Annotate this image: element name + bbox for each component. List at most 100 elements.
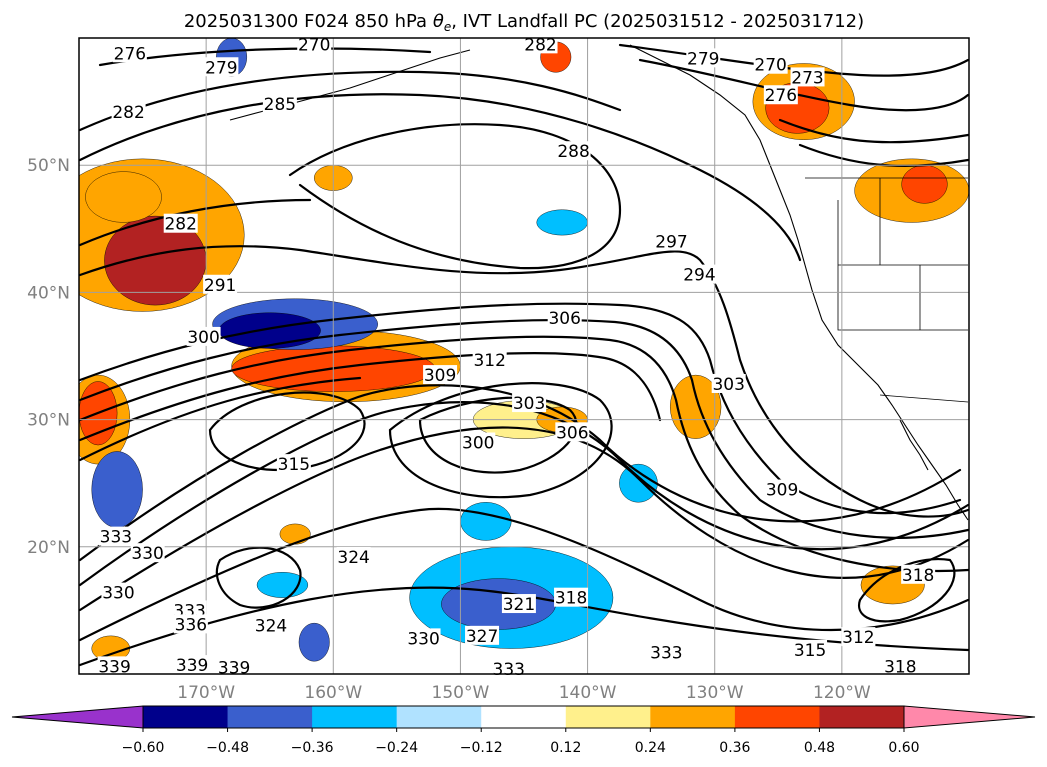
contour-label: 312 — [842, 628, 874, 648]
colorbar-tick-label: −0.24 — [375, 740, 418, 756]
contour-label-bg — [112, 43, 147, 63]
contour-line — [79, 507, 969, 642]
political-borders — [805, 177, 969, 403]
contour-label: 318 — [884, 657, 916, 677]
contour-line — [388, 382, 613, 499]
contour-label-bg — [217, 657, 252, 677]
contour-line — [778, 118, 969, 144]
contour-label-bg — [649, 642, 684, 662]
contour-label: 324 — [337, 548, 369, 568]
contour-label-bg — [841, 627, 876, 647]
contour-label-bg — [501, 594, 536, 614]
contour-line — [79, 245, 969, 518]
contour-label: 309 — [766, 481, 798, 501]
contour-label: 282 — [112, 103, 144, 123]
colorbar-segment — [227, 706, 313, 728]
contour-label-bg — [711, 373, 746, 393]
contour-line — [79, 384, 962, 562]
anomaly-patch-23 — [536, 209, 588, 236]
contour-line — [79, 70, 622, 132]
contour-label: 330 — [407, 629, 439, 649]
colorbar-segment — [481, 706, 567, 728]
contour-label: 306 — [548, 309, 580, 329]
contour-label-bg — [883, 656, 918, 676]
colorbar-tick-label: 0.48 — [804, 740, 835, 756]
contour-label-bg — [336, 546, 371, 566]
colorbar-tick-label: 0.24 — [635, 740, 666, 756]
contour-line — [79, 318, 969, 539]
lat-label: 50°N — [27, 156, 70, 176]
contour-line — [288, 123, 622, 270]
contour-label-bg — [297, 34, 332, 54]
colorbar-segment — [143, 706, 229, 728]
contour-label-bg — [423, 365, 458, 385]
contour-label-bg — [186, 326, 221, 346]
colorbar: −0.60 −0.48 −0.36 −0.24 −0.12 0.12 0.24 0.36 0.4… — [11, 705, 1036, 756]
lon-label: 160°W — [304, 683, 362, 703]
contour-label: 270 — [298, 35, 330, 55]
contour-label-bg — [276, 454, 311, 474]
contour-label: 291 — [204, 276, 236, 296]
contour-label-bg — [763, 85, 798, 105]
contour-line — [79, 198, 312, 247]
contour-label-bg — [253, 615, 288, 635]
border-us-mexico — [879, 394, 969, 403]
contour-label: 288 — [557, 142, 589, 162]
anomaly-patch-11 — [91, 451, 143, 528]
contour-label-bg — [654, 231, 689, 251]
contour-label: 321 — [503, 595, 535, 615]
lon-label: 130°W — [686, 683, 744, 703]
anomaly-shading — [79, 38, 969, 662]
colorbar-frame — [142, 705, 905, 729]
contour-label: 282 — [524, 35, 556, 55]
contour-label-bg — [901, 564, 936, 584]
contour-label: 336 — [175, 615, 207, 635]
contour-label: 294 — [683, 266, 715, 286]
contour-label-bg — [555, 422, 590, 442]
contour-label: 282 — [164, 215, 196, 235]
contour-label-bg — [547, 307, 582, 327]
lat-label: 30°N — [27, 411, 70, 431]
contour-label: 279 — [687, 49, 719, 69]
contour-line — [79, 376, 362, 462]
colorbar-tick-label: −0.48 — [206, 740, 249, 756]
colorbar-extend-left — [11, 705, 144, 729]
colorbar-tick-label: −0.12 — [460, 740, 503, 756]
anomaly-patch-20 — [619, 463, 658, 503]
contour-label-bg — [262, 94, 297, 114]
contour-label-bg — [554, 587, 589, 607]
colorbar-extend-right — [903, 705, 1036, 729]
contour-label-bg — [406, 628, 441, 648]
contour-label-bg — [173, 614, 208, 634]
contour-label-bg — [175, 655, 210, 675]
contour-label: 309 — [424, 366, 456, 386]
contour-label-bg — [98, 526, 133, 546]
colorbar-tick-label: 0.36 — [719, 740, 750, 756]
contour-label-bg — [512, 393, 547, 413]
contour-label: 330 — [131, 544, 163, 564]
contour-line — [79, 352, 662, 442]
contour-label-bg — [790, 67, 825, 87]
contour-label: 300 — [462, 433, 494, 453]
lon-label: 170°W — [177, 683, 235, 703]
contour-line — [215, 546, 302, 609]
lon-label: 140°W — [559, 683, 617, 703]
coastline-north-america — [629, 44, 969, 521]
contour-line — [857, 558, 956, 623]
anomaly-patch-19 — [901, 164, 948, 204]
contour-label: 303 — [513, 394, 545, 414]
contour-line — [798, 143, 969, 167]
colorbar-tick-label: −0.60 — [122, 740, 165, 756]
contour-label-bg — [465, 625, 500, 645]
contour-line — [79, 335, 969, 573]
contour-label-bg — [491, 658, 526, 678]
contour-label: 276 — [114, 44, 146, 64]
anomaly-patch-18 — [460, 502, 512, 541]
contour-label: 303 — [712, 375, 744, 395]
contour-label: 270 — [754, 56, 786, 76]
contour-label: 273 — [791, 68, 823, 88]
contour-label-bg — [753, 54, 788, 74]
contour-label-bg — [130, 543, 165, 563]
lat-label: 40°N — [27, 283, 70, 303]
coastline-baja — [899, 419, 929, 471]
